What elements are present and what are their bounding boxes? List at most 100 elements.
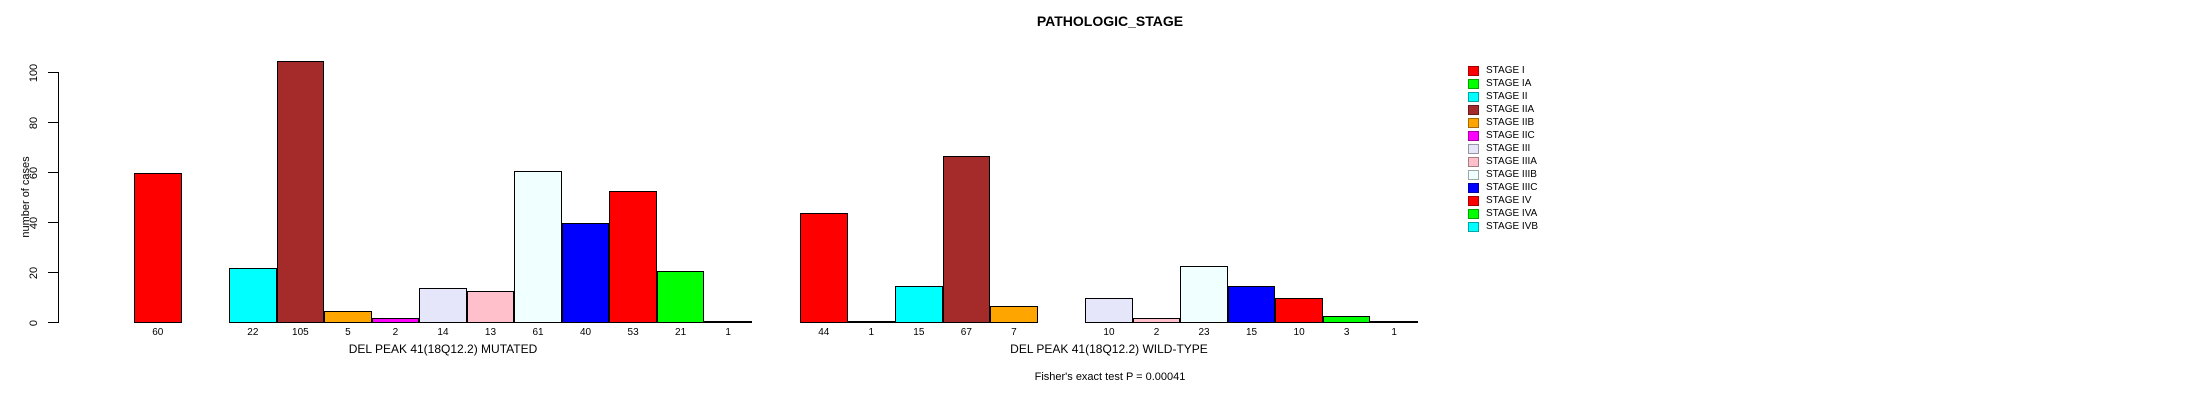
bar-group — [800, 59, 1418, 323]
bar-slot — [134, 173, 182, 323]
bar-value-label: 105 — [292, 327, 309, 338]
bar — [561, 223, 610, 323]
legend-label: STAGE I — [1486, 65, 1525, 76]
legend-label: STAGE III — [1486, 143, 1531, 154]
bar — [990, 305, 1038, 323]
bar-slot — [1180, 265, 1228, 323]
bar — [656, 270, 705, 323]
y-axis-tick-label: 0 — [28, 319, 40, 326]
bar-value-label: 23 — [1198, 327, 1210, 338]
bar — [895, 285, 943, 323]
legend-swatch — [1468, 182, 1479, 193]
bar-slot — [561, 223, 610, 323]
bar-value-label: 10 — [1293, 327, 1305, 338]
bar-slot — [847, 320, 896, 323]
legend-label: STAGE IIC — [1486, 130, 1535, 141]
bar-slot — [1322, 315, 1371, 323]
legend-item: STAGE IIA — [1468, 103, 1538, 116]
fisher-test-annotation: Fisher's exact test P = 0.00041 — [1034, 371, 1186, 383]
y-axis-tick — [48, 222, 58, 223]
bar-value-label: 1 — [868, 327, 875, 338]
y-axis-tick — [48, 172, 58, 173]
y-axis-tick — [48, 322, 58, 323]
bar-value-label: 15 — [1245, 327, 1258, 338]
bar-value-label: 53 — [627, 327, 639, 338]
bar-value-label: 5 — [345, 327, 351, 338]
legend-item: STAGE IIIC — [1468, 181, 1538, 194]
legend-label: STAGE IV — [1486, 195, 1532, 206]
bar-value-label: 61 — [532, 327, 544, 338]
bar — [514, 170, 562, 323]
legend-item: STAGE IIB — [1468, 116, 1538, 129]
bar — [800, 213, 848, 323]
legend-label: STAGE IIA — [1486, 104, 1535, 115]
legend-swatch — [1468, 117, 1479, 128]
bar-slot — [1227, 285, 1276, 323]
group-label: DEL PEAK 41(18Q12.2) MUTATED — [348, 342, 538, 356]
bar-value-label: 1 — [1391, 327, 1397, 338]
legend-swatch — [1468, 169, 1479, 180]
bar-slot — [514, 170, 562, 323]
legend-swatch — [1468, 130, 1479, 141]
bar — [1132, 318, 1181, 323]
bar-slot — [942, 155, 991, 323]
bar-value-label: 2 — [1153, 327, 1160, 338]
y-axis-tick — [48, 122, 58, 123]
legend-label: STAGE IIB — [1486, 117, 1535, 128]
bar — [229, 268, 277, 323]
legend-label: STAGE IIIB — [1486, 169, 1537, 180]
legend-item: STAGE I — [1468, 64, 1538, 77]
y-axis — [58, 72, 59, 323]
legend-swatch — [1468, 78, 1479, 89]
bar-slot — [419, 288, 467, 323]
y-axis-tick-label: 40 — [28, 216, 40, 229]
legend-item: STAGE IIC — [1468, 129, 1538, 142]
bar — [276, 60, 325, 323]
legend-label: STAGE IVB — [1486, 221, 1539, 232]
bar-slot — [229, 268, 277, 323]
bar — [371, 318, 420, 323]
bar-slot — [704, 320, 752, 323]
bar — [1370, 320, 1418, 323]
bar-value-label — [1038, 327, 1086, 338]
bar-group — [134, 59, 752, 323]
legend-swatch — [1468, 143, 1479, 154]
bar-value-label: 1 — [725, 327, 731, 338]
bar-value-label: 21 — [675, 327, 687, 338]
legend-swatch — [1468, 195, 1479, 206]
bar-slot — [1370, 320, 1418, 323]
bar — [942, 155, 991, 323]
legend-item: STAGE II — [1468, 90, 1538, 103]
legend-label: STAGE IVA — [1486, 208, 1538, 219]
group-label: DEL PEAK 41(18Q12.2) WILD-TYPE — [1010, 342, 1208, 356]
bar-slot — [1275, 298, 1323, 323]
bar-slot — [371, 318, 420, 323]
bar-slot — [895, 285, 943, 323]
bar — [324, 310, 372, 323]
legend-item: STAGE IIIA — [1468, 155, 1538, 168]
bar-value-label: 44 — [818, 327, 830, 338]
bar-value-label — [182, 327, 230, 338]
bar-value-label: 10 — [1103, 327, 1115, 338]
bar — [466, 290, 515, 323]
legend-swatch — [1468, 104, 1479, 115]
bar-value-label: 2 — [392, 327, 399, 338]
bar-slot — [466, 290, 515, 323]
legend: STAGE I STAGE IA STAGE II STAGE IIA STAGE II… — [1468, 64, 1538, 233]
bar-slot — [324, 310, 372, 323]
bar-slot — [800, 213, 848, 323]
y-axis-tick-label: 60 — [28, 166, 40, 179]
bar — [1227, 285, 1276, 323]
bar-value-label: 67 — [960, 327, 972, 338]
bar-value-label: 60 — [152, 327, 164, 338]
bar-slot — [609, 190, 657, 323]
bar-value-label: 3 — [1343, 327, 1350, 338]
bar — [847, 320, 896, 323]
y-axis-tick — [48, 272, 58, 273]
bar — [1180, 265, 1228, 323]
bar-value-label: 15 — [913, 327, 925, 338]
bar-slot — [1085, 298, 1133, 323]
legend-item: STAGE IA — [1468, 77, 1538, 90]
legend-label: STAGE IIIA — [1486, 156, 1537, 167]
